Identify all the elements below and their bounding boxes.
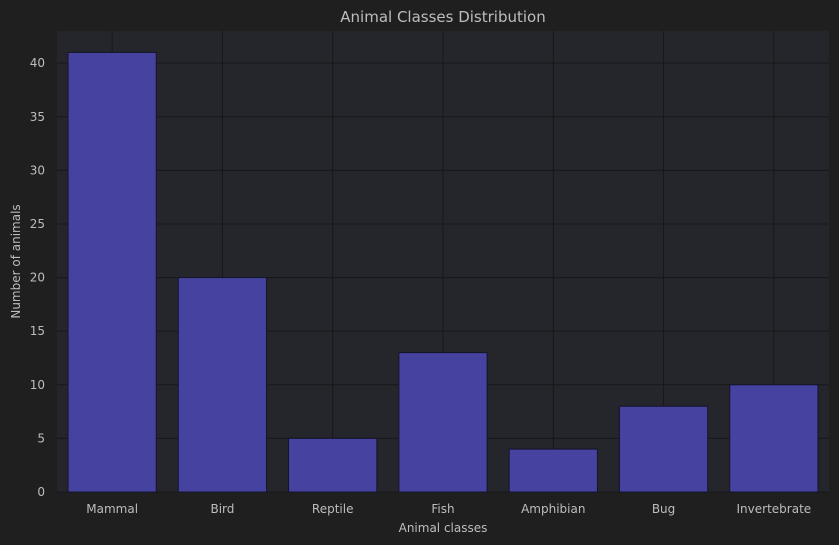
bar-bird: [177, 277, 268, 493]
bar-bug: [618, 405, 709, 493]
y-tick-label: 35: [30, 110, 45, 124]
y-tick-label: 40: [30, 56, 45, 70]
x-axis-label: Animal classes: [399, 521, 488, 535]
y-tick-label: 20: [30, 271, 45, 285]
chart-title: Animal Classes Distribution: [340, 8, 545, 26]
bar-reptile: [288, 437, 378, 493]
x-tick-label: Bug: [652, 502, 675, 516]
x-tick-labels: Mammal Bird Reptile Fish Amphibian Bug Inverte…: [86, 502, 811, 516]
bar-fish: [398, 352, 488, 493]
y-axis-label: Number of animals: [9, 204, 23, 318]
y-tick-label: 15: [30, 324, 45, 338]
x-tick-label: Reptile: [312, 502, 354, 516]
bar-mammal: [67, 51, 157, 493]
x-tick-label: Bird: [210, 502, 234, 516]
y-tick-label: 25: [30, 217, 45, 231]
y-tick-label: 30: [30, 163, 45, 177]
y-tick-label: 10: [30, 378, 45, 392]
x-tick-label: Mammal: [86, 502, 138, 516]
x-tick-label: Fish: [431, 502, 454, 516]
y-tick-label: 0: [37, 485, 45, 499]
bar-invertebrate: [729, 384, 819, 493]
y-tick-labels: 0 5 10 15 20 25 30 35 40: [30, 56, 45, 499]
x-tick-label: Invertebrate: [737, 502, 812, 516]
y-tick-label: 5: [37, 431, 45, 445]
x-tick-label: Amphibian: [521, 502, 585, 516]
bar-amphibian: [508, 448, 598, 493]
bars: [67, 51, 819, 493]
